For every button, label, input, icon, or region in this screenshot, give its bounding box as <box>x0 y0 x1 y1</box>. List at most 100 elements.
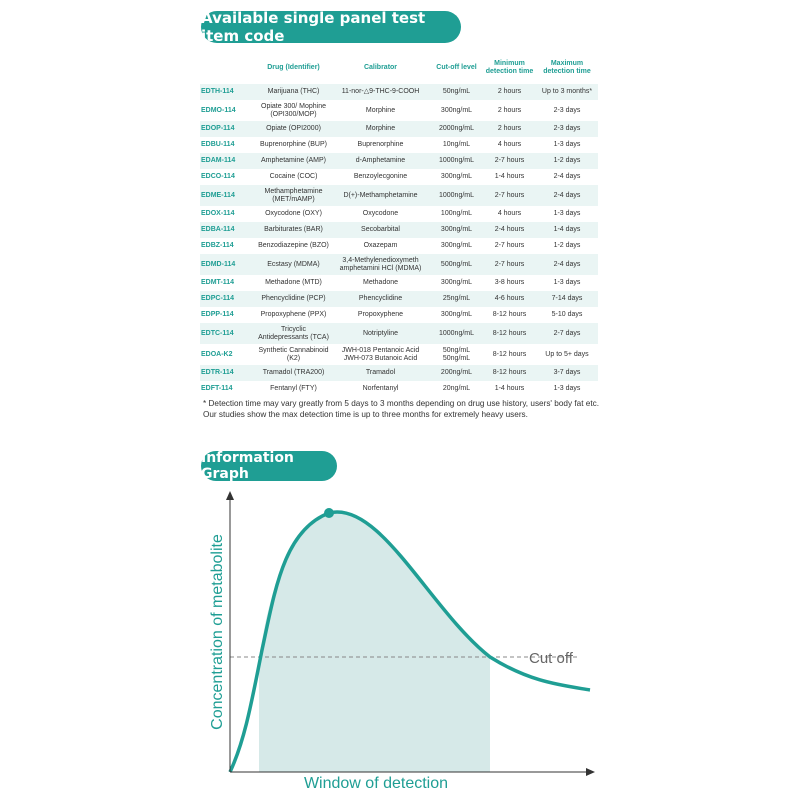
cell-cutoff: 300ng/mL <box>430 238 483 254</box>
x-axis-arrow <box>586 768 595 776</box>
section-title-graph: Information Graph <box>201 450 337 482</box>
cell-max: 1-3 days <box>536 381 598 397</box>
table-row: EDOA-K2 Synthetic Cannabinoid (K2) JWH-018 … <box>200 344 598 365</box>
cell-min: 8-12 hours <box>483 365 536 381</box>
cell-calibrator: Buprenorphine <box>331 137 430 153</box>
table-row: EDMD-114 Ecstasy (MDMA) 3,4-Methylenedioxy… <box>200 254 598 275</box>
section-title-test-codes: Available single panel test item code <box>201 9 461 45</box>
cell-min: 2-7 hours <box>483 238 536 254</box>
footnote: * Detection time may vary greatly from 5… <box>203 399 599 419</box>
cell-drug: Opiate 300/ Mophine (OPI300/MOP) <box>256 100 331 121</box>
cell-calibrator: 11-nor-△9-THC-9-COOH <box>331 84 430 100</box>
table-row: EDCO-114 Cocaine (COC) Benzoylecgonine 300n… <box>200 169 598 185</box>
cell-drug: Oxycodone (OXY) <box>256 206 331 222</box>
cell-calibrator: Notriptyline <box>331 323 430 344</box>
cell-cutoff: 10ng/mL <box>430 137 483 153</box>
cell-calibrator: Morphine <box>331 121 430 137</box>
cell-calibrator: Propoxyphene <box>331 307 430 323</box>
cell-calibrator: Oxycodone <box>331 206 430 222</box>
cell-min: 2 hours <box>483 84 536 100</box>
cell-calibrator: Tramadol <box>331 365 430 381</box>
cell-cutoff: 50ng/mL <box>430 84 483 100</box>
cell-max: Up to 5+ days <box>536 344 598 365</box>
cell-code: EDOX-114 <box>200 206 256 222</box>
table-row: EDTC-114 Tricyclic Antidepressants (TCA) No… <box>200 323 598 344</box>
cell-code: EDTR-114 <box>200 365 256 381</box>
cell-drug: Amphetamine (AMP) <box>256 153 331 169</box>
information-graph: Concentration of metabolite Window of de… <box>209 491 595 792</box>
cell-drug: Ecstasy (MDMA) <box>256 254 331 275</box>
cell-cutoff: 1000ng/mL <box>430 323 483 344</box>
cell-max: 7-14 days <box>536 291 598 307</box>
cell-cutoff: 300ng/mL <box>430 222 483 238</box>
cell-min: 2 hours <box>483 121 536 137</box>
cell-code: EDBU-114 <box>200 137 256 153</box>
x-axis-label: Window of detection <box>304 775 448 792</box>
cell-calibrator: Methadone <box>331 275 430 291</box>
test-code-table: Drug (Identifier) Calibrator Cut-off level… <box>200 52 598 397</box>
cell-calibrator: Morphine <box>331 100 430 121</box>
column-header: Calibrator <box>363 64 398 71</box>
cell-drug: Fentanyl (FTY) <box>256 381 331 397</box>
cell-calibrator: Benzoylecgonine <box>331 169 430 185</box>
cell-cutoff: 1000ng/mL <box>430 153 483 169</box>
cell-code: EDOP-114 <box>200 121 256 137</box>
table-row: EDPC-114 Phencyclidine (PCP) Phencyclidine… <box>200 291 598 307</box>
table-row: EDAM-114 Amphetamine (AMP) d-Amphetamine 10… <box>200 153 598 169</box>
table-row: EDBZ-114 Benzodiazepine (BZO) Oxazepam 300n… <box>200 238 598 254</box>
cutoff-label: Cut off <box>529 650 574 667</box>
cell-min: 4 hours <box>483 137 536 153</box>
peak-point <box>324 508 334 518</box>
cell-code: EDMT-114 <box>200 275 256 291</box>
detection-window-area <box>259 511 490 772</box>
cell-max: 1-3 days <box>536 275 598 291</box>
cell-calibrator: Phencyclidine <box>331 291 430 307</box>
cell-code: EDME-114 <box>200 185 256 206</box>
cell-min: 2-4 hours <box>483 222 536 238</box>
y-axis-arrow <box>226 491 234 500</box>
cell-drug: Buprenorphine (BUP) <box>256 137 331 153</box>
table-row: EDTH-114 Marijuana (THC) 11-nor-△9-THC-9-C… <box>200 84 598 100</box>
cell-max: 1-4 days <box>536 222 598 238</box>
cell-max: 2-3 days <box>536 121 598 137</box>
column-header: Drug (Identifier) <box>267 64 320 71</box>
cell-max: 2-4 days <box>536 185 598 206</box>
table-row: EDBU-114 Buprenorphine (BUP) Buprenorphine… <box>200 137 598 153</box>
cell-min: 4 hours <box>483 206 536 222</box>
cell-min: 1-4 hours <box>483 169 536 185</box>
column-header: Maximum detection time <box>543 60 591 75</box>
cell-code: EDPP-114 <box>200 307 256 323</box>
cell-drug: Methadone (MTD) <box>256 275 331 291</box>
cell-calibrator: d-Amphetamine <box>331 153 430 169</box>
cell-min: 2-7 hours <box>483 185 536 206</box>
cell-code: EDMO-114 <box>200 100 256 121</box>
cell-calibrator: Oxazepam <box>331 238 430 254</box>
cell-cutoff: 20ng/mL <box>430 381 483 397</box>
table-row: EDBA-114 Barbiturates (BAR) Secobarbital 30… <box>200 222 598 238</box>
table-row: EDMO-114 Opiate 300/ Mophine (OPI300/MOP) M… <box>200 100 598 121</box>
cell-drug: Phencyclidine (PCP) <box>256 291 331 307</box>
cell-code: EDTH-114 <box>200 84 256 100</box>
cell-drug: Benzodiazepine (BZO) <box>256 238 331 254</box>
table-row: EDFT-114 Fentanyl (FTY) Norfentanyl 20ng/mL… <box>200 381 598 397</box>
cell-max: 2-3 days <box>536 100 598 121</box>
cell-cutoff: 500ng/mL <box>430 254 483 275</box>
cell-max: 3-7 days <box>536 365 598 381</box>
cell-max: 5-10 days <box>536 307 598 323</box>
cell-max: 2-7 days <box>536 323 598 344</box>
cell-cutoff: 50ng/mL 50ng/mL <box>430 344 483 365</box>
cell-min: 3-8 hours <box>483 275 536 291</box>
cell-code: EDTC-114 <box>200 323 256 344</box>
cell-max: Up to 3 months* <box>536 84 598 100</box>
cell-code: EDFT-114 <box>200 381 256 397</box>
table-row: EDTR-114 Tramadol (TRA200) Tramadol 200ng/m… <box>200 365 598 381</box>
cell-cutoff: 300ng/mL <box>430 275 483 291</box>
cell-min: 1-4 hours <box>483 381 536 397</box>
cell-min: 4-6 hours <box>483 291 536 307</box>
cell-drug: Synthetic Cannabinoid (K2) <box>256 344 331 365</box>
cell-calibrator: 3,4-Methylenedioxymeth amphetamini HCl (M… <box>331 254 430 275</box>
table-row: EDMT-114 Methadone (MTD) Methadone 300ng/mL… <box>200 275 598 291</box>
cell-cutoff: 300ng/mL <box>430 169 483 185</box>
cell-drug: Marijuana (THC) <box>256 84 331 100</box>
cell-drug: Barbiturates (BAR) <box>256 222 331 238</box>
